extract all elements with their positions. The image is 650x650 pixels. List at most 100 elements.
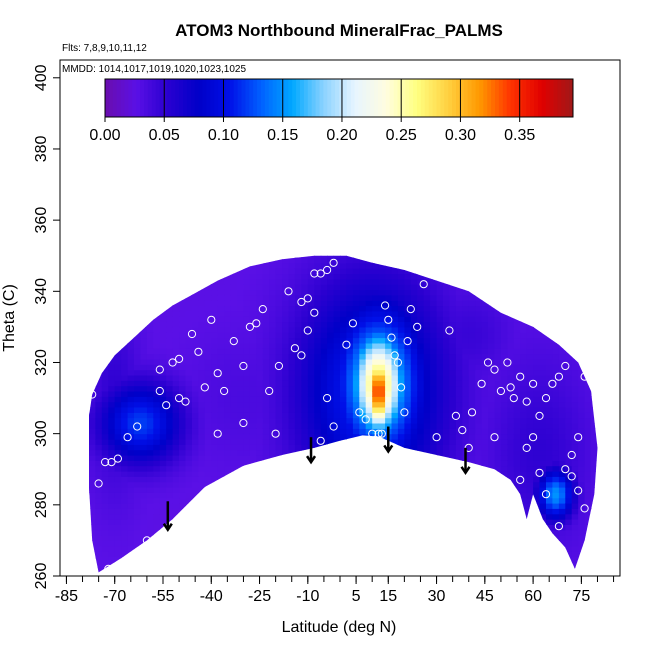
heatmap-cell [565, 487, 573, 493]
heatmap-cell [558, 540, 566, 547]
heatmap-cell [333, 268, 341, 275]
heatmap-cell [320, 508, 328, 515]
heatmap-cell [114, 423, 122, 429]
heatmap-cell [494, 289, 502, 296]
heatmap-cell [430, 444, 438, 451]
heatmap-cell [365, 396, 373, 403]
heatmap-cell [179, 247, 186, 253]
heatmap-cell [520, 342, 528, 349]
heatmap-cell [301, 358, 309, 365]
heatmap-cell [127, 556, 135, 563]
heatmap-cell [571, 439, 579, 445]
heatmap-cell [333, 513, 341, 520]
heatmap-cell [507, 294, 515, 301]
heatmap-cell [397, 487, 405, 493]
heatmap-cell [507, 465, 515, 472]
heatmap-cell [462, 305, 470, 312]
heatmap-cell [153, 455, 161, 461]
heatmap-cell [565, 561, 573, 568]
heatmap-cell [114, 492, 122, 499]
heatmap-cell [230, 278, 238, 285]
heatmap-cell [230, 471, 238, 477]
heatmap-cell [462, 535, 470, 541]
heatmap-cell [249, 476, 257, 483]
heatmap-cell [243, 439, 251, 445]
heatmap-cell [494, 551, 502, 557]
heatmap-cell [365, 524, 373, 531]
heatmap-cell [114, 305, 122, 312]
heatmap-cell [320, 449, 328, 456]
heatmap-cell [449, 284, 457, 291]
heatmap-cell [520, 508, 528, 515]
heatmap-cell [256, 300, 264, 307]
heatmap-cell [449, 412, 457, 419]
heatmap-cell [468, 316, 476, 323]
heatmap-cell [301, 439, 309, 445]
heatmap-cell [449, 353, 457, 360]
heatmap-cell [443, 396, 450, 403]
heatmap-cell [359, 487, 367, 493]
heatmap-cell [121, 503, 129, 509]
heatmap-cell [397, 278, 405, 285]
heatmap-cell [558, 284, 566, 291]
heatmap-cell [146, 513, 154, 520]
heatmap-cell [455, 326, 463, 333]
heatmap-cell [121, 380, 129, 387]
heatmap-cell [320, 391, 328, 397]
heatmap-cell [558, 556, 566, 563]
heatmap-cell [378, 460, 386, 467]
heatmap-cell [481, 337, 489, 344]
heatmap-cell [340, 513, 347, 520]
heatmap-cell [153, 396, 161, 403]
heatmap-cell [552, 300, 560, 307]
heatmap-cell [114, 326, 122, 333]
heatmap-cell [359, 433, 367, 440]
heatmap-cell [230, 561, 238, 568]
heatmap-cell [507, 316, 515, 323]
heatmap-cell [101, 289, 109, 296]
heatmap-cell [211, 310, 219, 317]
heatmap-cell [307, 476, 315, 483]
heatmap-cell [89, 300, 96, 307]
heatmap-cell [546, 385, 553, 392]
heatmap-cell [159, 294, 167, 301]
heatmap-cell [269, 369, 277, 376]
heatmap-cell [481, 561, 489, 568]
heatmap-cell [179, 316, 187, 323]
heatmap-cell [455, 428, 463, 435]
heatmap-cell [417, 417, 425, 424]
heatmap-cell [417, 561, 425, 568]
heatmap-cell [488, 273, 495, 280]
heatmap-cell [89, 380, 90, 387]
heatmap-cell [121, 551, 129, 557]
heatmap-cell [320, 561, 328, 568]
heatmap-cell [462, 556, 470, 563]
heatmap-cell [436, 278, 444, 285]
heatmap-cell [507, 401, 515, 408]
heatmap-cell [520, 284, 528, 291]
heatmap-cell [166, 561, 174, 568]
heatmap-cell [552, 433, 560, 440]
heatmap-cell [320, 294, 328, 301]
heatmap-cell [224, 551, 232, 557]
heatmap-cell [340, 385, 347, 392]
heatmap-cell [95, 273, 103, 280]
heatmap-cell [192, 492, 199, 499]
heatmap-cell [327, 551, 335, 557]
heatmap-cell [237, 524, 244, 531]
heatmap-cell [584, 273, 592, 280]
heatmap-cell [108, 369, 116, 376]
heatmap-cell [198, 396, 206, 403]
heatmap-cell [153, 369, 161, 376]
heatmap-cell [256, 492, 264, 499]
heatmap-cell [378, 513, 386, 520]
heatmap-cell [513, 503, 521, 509]
heatmap-cell [468, 353, 476, 360]
heatmap-cell [468, 342, 476, 349]
heatmap-cell [89, 540, 96, 547]
heatmap-cell [179, 278, 187, 285]
heatmap-cell [500, 556, 508, 563]
heatmap-cell [430, 492, 438, 499]
heatmap-cell [249, 567, 257, 573]
heatmap-cell [262, 358, 270, 365]
